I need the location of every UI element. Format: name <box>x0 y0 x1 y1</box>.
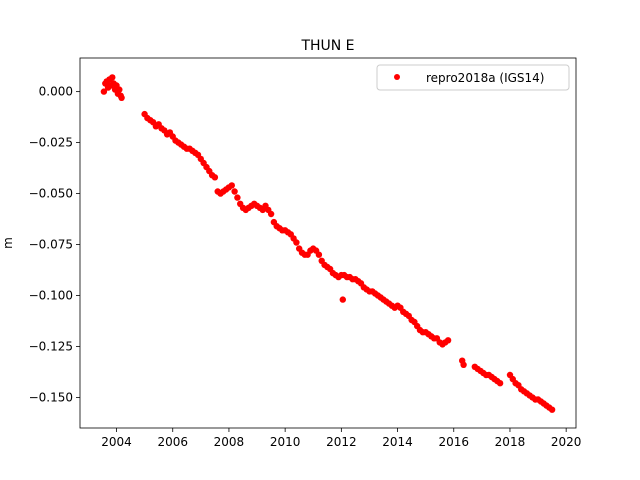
x-tick-label: 2008 <box>214 435 245 449</box>
y-tick-label: −0.100 <box>29 288 73 302</box>
y-tick-label: −0.050 <box>29 187 73 201</box>
data-point <box>118 94 125 102</box>
data-point <box>234 194 241 201</box>
y-tick-label: −0.150 <box>29 390 73 404</box>
data-point <box>100 88 108 95</box>
data-point <box>231 188 238 195</box>
x-tick-label: 2018 <box>495 435 526 449</box>
y-tick-label: −0.075 <box>29 238 73 252</box>
y-tick-label: −0.025 <box>29 136 73 150</box>
data-point <box>109 74 116 81</box>
x-tick-label: 2010 <box>270 435 301 449</box>
legend: repro2018a (IGS14) <box>376 64 570 91</box>
x-tick-label: 2014 <box>382 435 413 449</box>
x-tick-label: 2004 <box>101 435 132 449</box>
data-point <box>293 239 300 246</box>
x-tick-label: 2020 <box>551 435 582 449</box>
data-point <box>116 86 123 93</box>
chart-title: THUN E <box>300 38 354 54</box>
x-axis: 2004 2006 2008 2010 2012 2014 2016 2018 2020 <box>101 428 581 449</box>
legend-box <box>376 64 570 91</box>
data-point <box>267 210 275 218</box>
data-point <box>444 337 452 344</box>
y-tick-label: 0.000 <box>39 85 73 99</box>
data-points <box>100 74 556 413</box>
data-point <box>496 380 504 387</box>
axes-frame <box>79 57 577 429</box>
y-axis: 0.000 −0.025 −0.050 −0.075 −0.100 −0.125 −0.15… <box>29 85 80 404</box>
legend-label: repro2018a (IGS14) <box>426 71 544 85</box>
x-tick-label: 2016 <box>438 435 469 449</box>
x-tick-label: 2006 <box>157 435 188 449</box>
y-axis-label: m <box>1 237 15 249</box>
data-point <box>548 406 556 413</box>
data-point <box>211 174 219 181</box>
plot-area <box>79 57 577 429</box>
data-point <box>460 361 467 368</box>
data-point <box>315 251 323 258</box>
data-point <box>228 182 235 189</box>
y-tick-label: −0.125 <box>29 339 73 353</box>
x-tick-label: 2012 <box>326 435 357 449</box>
data-point <box>339 296 346 303</box>
legend-marker <box>394 74 400 80</box>
